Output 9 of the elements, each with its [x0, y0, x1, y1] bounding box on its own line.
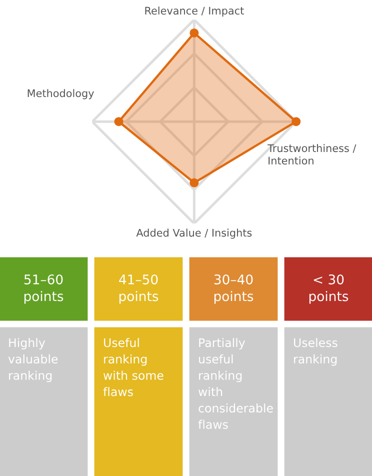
spoke-label: Added Value / Insights — [136, 228, 252, 239]
category-label: < 30 points — [309, 274, 348, 304]
spoke-label: Relevance / Impact — [145, 6, 244, 17]
category-label: 30–40 points — [214, 274, 254, 304]
category-label: 41–50 points — [119, 274, 158, 304]
category-label: 51–60 points — [24, 274, 64, 304]
spoke-label: Trustworthiness / Intention — [268, 144, 356, 165]
spoke-label: Methodology — [28, 89, 94, 100]
text: Useful ranking with some flaws — [103, 338, 164, 396]
